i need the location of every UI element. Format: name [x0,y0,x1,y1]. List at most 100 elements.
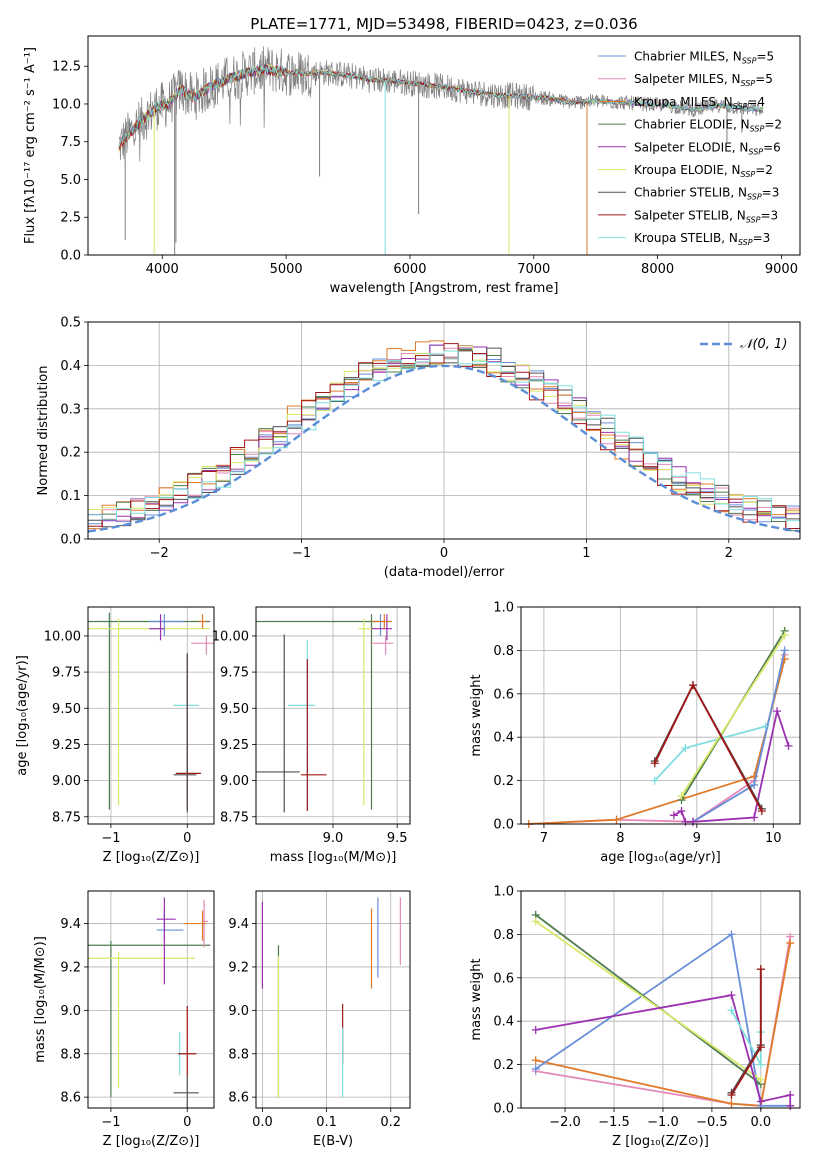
series-marker [669,811,678,820]
axes-frame [87,606,215,825]
x-axis-label: age [log₁₀(age/yr)] [600,850,721,865]
y-tick-label: 9.75 [220,666,249,681]
legend-label: Salpeter MILES, NSSP=5 [634,72,773,88]
series-marker [761,722,770,731]
series-marker [750,813,759,822]
plot-area [88,612,214,813]
x-tick-label: 4000 [146,262,179,277]
x-axis-label: (data-model)/error [384,565,505,580]
y-tick-label: 9.4 [60,917,81,932]
y-tick-label: 9.0 [60,1004,81,1019]
y-tick-label: 8.8 [228,1047,249,1062]
y-tick-label: 0.8 [493,928,514,943]
chart-title: PLATE=1771, MJD=53498, FIBERID=0423, z=0… [250,15,637,33]
series-line [535,932,791,1107]
chart-8: −2.0 −1.5 −1.0 −0.5 0.0 0.0 0.2 0.4 0.6 0.8 1.0 Z [… [469,885,801,1149]
y-tick-label: 1.0 [493,601,514,616]
chart-2: 𝒩(0, 1) −2 −1 0 1 2 0.0 0.1 0.2 0.3 0.4 0.5 (data-mo… [36,316,801,580]
y-tick-label: 0.8 [493,644,514,659]
chart-5: 7 8 9 10 0.0 0.2 0.4 0.6 0.8 1.0 age [log₁₀(age/yr… [469,601,801,865]
y-tick-label: 8.6 [60,1091,81,1106]
chart-7: 0.0 0.1 0.2 8.6 8.8 9.0 9.2 9.4 E(B-V) [228,890,411,1149]
y-tick-label: 10.00 [44,629,81,644]
y-tick-label: 8.75 [52,810,81,825]
series-marker [786,1101,795,1110]
y-axis-label: mass [log₁₀(M/M⊙)] [33,936,48,1063]
legend-label: Salpeter STELIB, NSSP=3 [634,208,778,224]
plot-area [261,897,401,1098]
legend-label: Kroupa STELIB, NSSP=3 [634,231,770,247]
x-tick-label: 8000 [641,262,674,277]
x-tick-label: 2 [725,546,733,561]
series-marker [757,806,766,815]
plot-area [88,897,211,1108]
x-tick-label: 8 [616,831,624,846]
plot-area [118,46,764,255]
series-marker [727,1006,736,1015]
x-axis-label: E(B-V) [313,1134,353,1149]
y-tick-label: 9.00 [52,774,81,789]
legend-label: Kroupa ELODIE, NSSP=2 [634,163,773,179]
y-tick-label: 0.6 [493,971,514,986]
x-tick-label: −1.0 [647,1115,679,1130]
x-tick-label: 1 [582,546,590,561]
y-tick-label: 10.0 [52,97,81,112]
x-tick-label: 0 [183,1115,191,1130]
x-tick-label: 7 [540,831,548,846]
x-tick-label: 0 [440,546,448,561]
series-marker [650,759,659,768]
y-tick-label: 0.0 [60,533,81,548]
y-tick-label: 9.0 [228,1004,249,1019]
x-tick-label: −2 [150,546,169,561]
y-tick-label: 0.2 [493,774,514,789]
legend-label: Chabrier ELODIE, NSSP=2 [634,118,782,134]
axes-frame [520,606,801,825]
series-marker [786,939,795,948]
y-axis-label: mass weight [469,674,484,756]
y-tick-label: 9.25 [52,738,81,753]
plot-area [256,614,394,813]
y-tick-label: 0.4 [493,1015,514,1030]
legend-label: Salpeter ELODIE, NSSP=6 [634,140,781,156]
x-tick-label: −1.5 [598,1115,630,1130]
chart-4: 9.0 9.5 8.75 9.00 9.25 9.50 9.75 10.00 mass [log… [212,606,411,865]
y-tick-label: 10.00 [212,629,249,644]
series-marker [750,780,759,789]
x-tick-label: 0.2 [380,1115,401,1130]
series-marker [727,930,736,939]
series-marker [773,707,782,716]
legend-label: 𝒩(0, 1) [740,337,787,352]
y-tick-label: 9.2 [228,960,249,975]
y-tick-label: 8.8 [60,1047,81,1062]
legend-label: Chabrier STELIB, NSSP=3 [634,186,779,202]
axes-frame [255,890,411,1109]
y-tick-label: 0.2 [60,446,81,461]
series-marker [780,631,789,640]
legend-label: Kroupa MILES, NSSP=4 [634,95,765,111]
x-tick-label: 9.5 [387,831,408,846]
x-axis-label: Z [log₁₀(Z/Z⊙)] [103,1134,200,1149]
axes-frame [520,890,801,1109]
x-tick-label: −1 [101,831,120,846]
y-tick-label: 0.6 [493,687,514,702]
series-line [528,658,786,825]
histogram-step [88,345,800,539]
y-tick-label: 9.75 [52,666,81,681]
y-tick-label: 12.5 [52,60,81,75]
y-axis-label: Flux [fλ10⁻¹⁷ erg cm⁻² s⁻¹ A⁻¹] [23,47,38,244]
x-tick-label: −1 [292,546,311,561]
series-line [528,654,786,825]
series-line [730,969,762,1094]
x-tick-label: 10 [765,831,782,846]
x-axis-label: Z [log₁₀(Z/Z⊙)] [103,850,200,865]
y-tick-label: 0.0 [493,1102,514,1117]
series-line [680,634,786,797]
series-marker [780,646,789,655]
y-tick-label: 5.0 [60,173,81,188]
series-marker [612,815,621,824]
x-tick-label: −1 [101,1115,120,1130]
y-axis-label: mass weight [469,958,484,1040]
series-marker [531,917,540,926]
chart-1: Chabrier MILES, NSSP=5 Salpeter MILES, NS… [23,15,801,296]
axes-frame [87,890,215,1109]
